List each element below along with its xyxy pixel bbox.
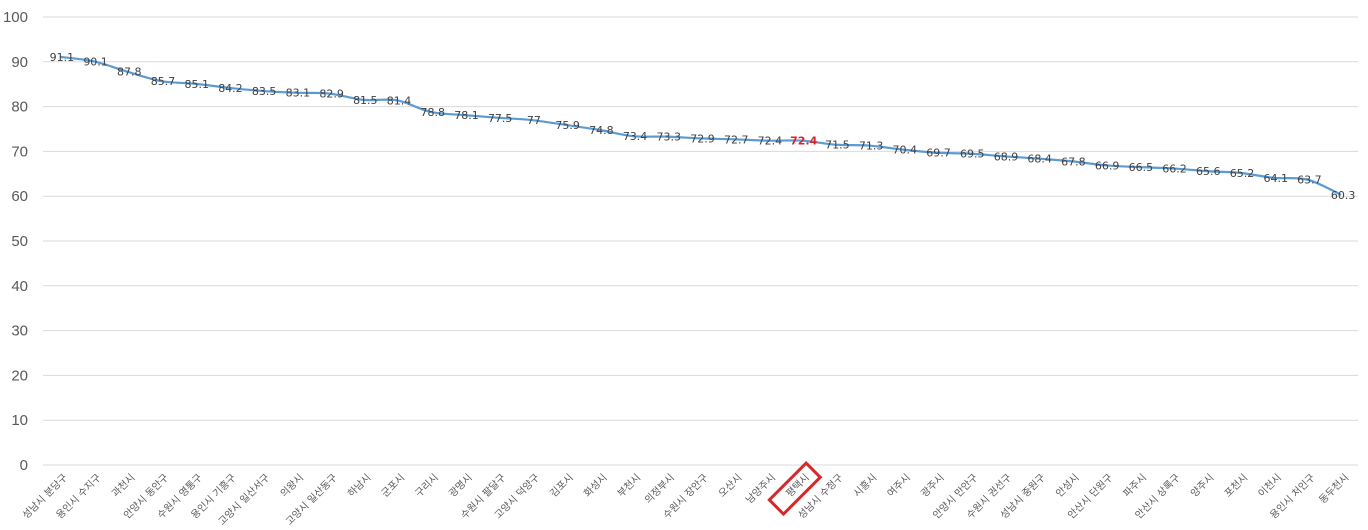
data-label: 77: [527, 114, 541, 127]
data-label: 91.1: [50, 51, 75, 64]
x-tick-label: 남양주시: [744, 472, 779, 507]
y-tick-label: 20: [11, 367, 28, 384]
x-tick-label: 부천시: [615, 472, 643, 500]
highlight-box: [767, 461, 823, 517]
data-label: 60.3: [1331, 189, 1356, 202]
data-label-highlighted: 72.4: [790, 135, 817, 148]
data-label: 63.7: [1297, 174, 1322, 187]
data-label: 72.4: [758, 135, 783, 148]
data-label: 78.8: [421, 106, 446, 119]
data-label: 85.7: [151, 75, 176, 88]
data-label: 66.2: [1162, 162, 1187, 175]
x-tick-label: 김포시: [548, 472, 576, 500]
y-tick-label: 80: [11, 99, 28, 116]
data-label: 69.5: [960, 148, 985, 161]
data-label: 87.8: [117, 66, 142, 79]
data-label: 83.5: [252, 85, 277, 98]
data-label: 82.9: [319, 88, 344, 101]
data-label: 65.2: [1230, 167, 1255, 180]
x-tick-label: 포천시: [1222, 472, 1250, 500]
data-labels: 91.1 90.1 87.8 85.7 85.1 84.2 83.5 83.1 82.9 81.5…: [50, 51, 1356, 202]
y-tick-label: 100: [3, 9, 28, 26]
x-tick-label: 파주시: [1121, 472, 1149, 500]
x-tick-label: 안성시: [1054, 472, 1082, 500]
y-tick-label: 40: [11, 278, 28, 295]
x-tick-label: 하남시: [345, 471, 374, 500]
data-label: 81.5: [353, 94, 378, 107]
x-tick-label: 여주시: [885, 472, 913, 500]
y-tick-label: 60: [11, 188, 28, 205]
data-label: 71.3: [859, 140, 884, 153]
x-tick-label: 의정부시: [642, 472, 677, 507]
x-tick-label: 양주시: [1188, 472, 1216, 500]
data-label: 74.8: [589, 124, 614, 137]
data-label: 68.4: [1027, 153, 1052, 166]
gridlines: [43, 16, 1358, 466]
data-label: 75.9: [555, 119, 580, 132]
x-tick-label: 이천시: [1256, 472, 1284, 500]
data-label: 73.3: [657, 131, 682, 144]
x-tick-label: 오산시: [716, 472, 744, 500]
data-label: 70.4: [893, 144, 918, 157]
data-label: 90.1: [83, 55, 108, 68]
series: [59, 55, 1342, 196]
y-tick-label: 50: [11, 233, 28, 250]
y-axis: 0 10 20 30 40 50 60 70 80 90 100: [3, 9, 28, 474]
x-tick-label: 구리시: [413, 472, 441, 500]
data-label: 85.1: [184, 78, 209, 91]
data-label: 77.5: [488, 112, 513, 125]
data-label: 69.7: [926, 147, 951, 160]
data-label: 73.4: [623, 130, 648, 143]
y-tick-label: 10: [11, 412, 28, 429]
data-label: 71.5: [825, 139, 850, 152]
data-label: 66.9: [1095, 159, 1120, 172]
series-line: [59, 55, 1342, 196]
data-label: 72.7: [724, 133, 749, 146]
x-tick-label: 동두천시: [1317, 472, 1352, 507]
data-label: 64.1: [1263, 172, 1288, 185]
y-tick-label: 90: [11, 54, 28, 71]
x-tick-label: 과천시: [109, 472, 137, 500]
x-tick-label: 화성시: [581, 472, 609, 500]
data-label: 66.5: [1129, 161, 1154, 174]
x-tick-label: 군포시: [379, 472, 407, 500]
x-tick-label: 시흥시: [850, 471, 879, 500]
data-label: 68.9: [994, 150, 1019, 163]
x-tick-label: 광주시: [919, 472, 947, 500]
data-label: 78.1: [454, 109, 479, 122]
y-tick-label: 0: [20, 457, 28, 474]
x-tick-label: 의왕시: [278, 472, 306, 500]
data-label: 65.6: [1196, 165, 1221, 178]
data-label: 84.2: [218, 82, 243, 95]
data-label: 72.9: [690, 132, 715, 145]
data-label: 67.8: [1061, 155, 1086, 168]
x-tick-label: 평택시: [784, 472, 812, 500]
y-tick-label: 70: [11, 143, 28, 160]
y-tick-label: 30: [11, 323, 28, 340]
x-tick-label: 광명시: [447, 472, 475, 500]
data-label: 83.1: [286, 87, 311, 100]
data-label: 81.4: [387, 94, 412, 107]
